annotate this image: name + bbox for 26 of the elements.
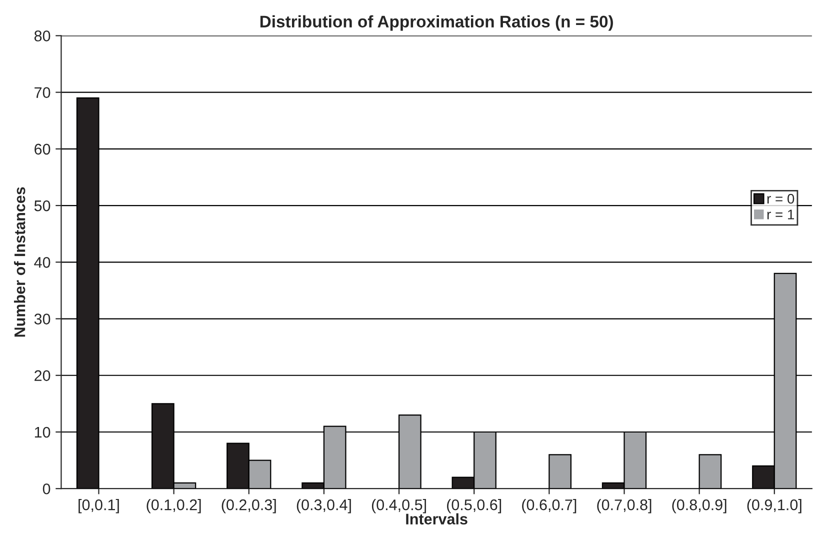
y-tick-label: 0 (42, 483, 50, 494)
x-tick-label: (0.8,0.9] (672, 499, 726, 514)
x-tick-label: (0.5,0.6] (447, 499, 502, 514)
x-tick-label: (0.2,0.3] (222, 499, 276, 514)
y-tick-label: 50 (34, 200, 50, 212)
y-tick-label: 70 (34, 87, 50, 98)
bar (698, 454, 722, 489)
legend-label: r = 1 (767, 210, 794, 220)
x-tick-label: (0.1,0.2] (146, 499, 201, 514)
x-tick-label: (0.3,0.4] (296, 499, 351, 514)
y-tick-label: 20 (34, 370, 50, 382)
y-tick-label: 30 (34, 314, 50, 324)
x-axis-title: Intervals (406, 513, 468, 524)
x-tick-label: (0.6,0.7] (522, 499, 576, 514)
y-tick-label: 80 (34, 30, 50, 42)
x-tick-label: [0,0.1] (78, 499, 119, 514)
y-axis-title: Number of Instances (14, 187, 26, 337)
y-tick-label: 10 (34, 426, 50, 438)
bar (548, 454, 572, 489)
x-tick-label: (0.7,0.8] (597, 499, 652, 514)
x-tick-label: (0.9,1.0] (747, 499, 802, 514)
x-tick-label: (0.4,0.5] (372, 499, 426, 514)
chart-title: Distribution of Approximation Ratios (n = 50) (260, 15, 613, 31)
legend-label: r = 0 (767, 194, 794, 204)
y-tick-label: 60 (34, 144, 50, 155)
y-tick-label: 40 (34, 257, 50, 268)
